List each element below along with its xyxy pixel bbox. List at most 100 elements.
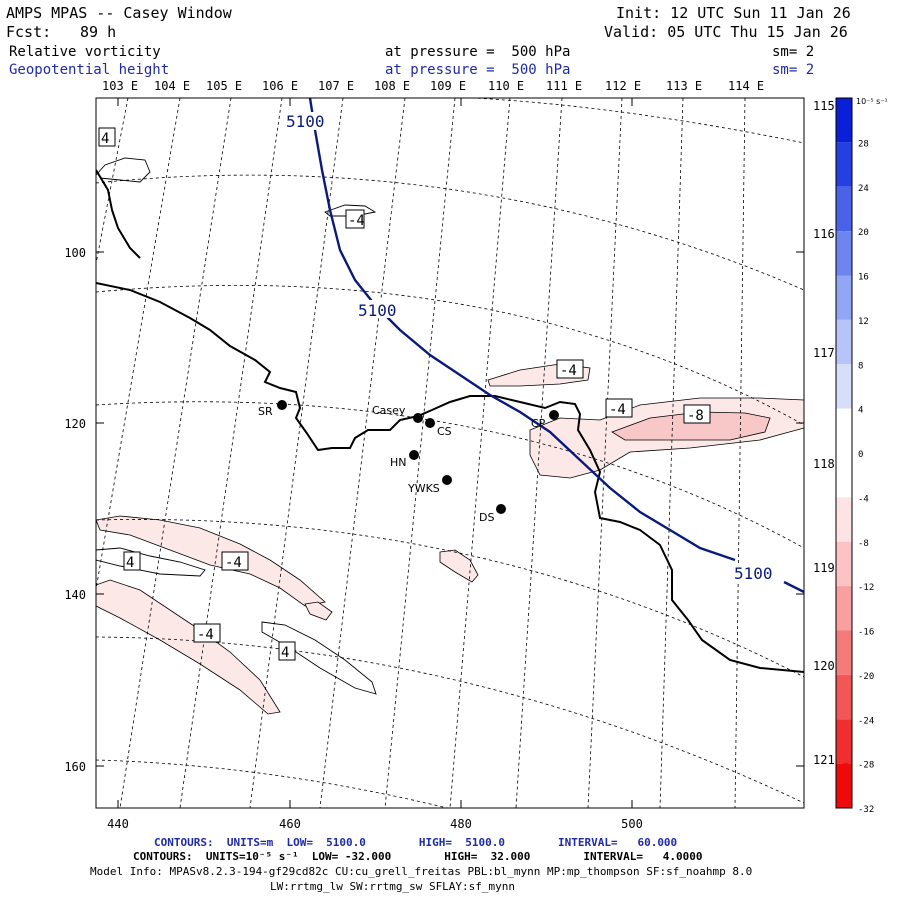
top-lon-label: 111 E bbox=[546, 79, 582, 93]
init-time: Init: 12 UTC Sun 11 Jan 26 bbox=[616, 4, 851, 22]
vort-negative-region bbox=[439, 549, 479, 583]
field1-name: Relative vorticity bbox=[9, 44, 161, 60]
height-contour bbox=[308, 98, 804, 594]
top-lon-label: 108 E bbox=[374, 79, 410, 93]
station-dot-ywks bbox=[442, 475, 452, 485]
colorbar-bin bbox=[836, 142, 852, 187]
station-dot-ds bbox=[496, 504, 506, 514]
vort-negative-region bbox=[611, 411, 771, 441]
y-tick-label: 120 bbox=[64, 417, 86, 431]
station-label-hn: HN bbox=[390, 456, 407, 469]
top-lon-label: 114 E bbox=[728, 79, 764, 93]
axis-labels: 440 460 480 500 100 120 140 160 bbox=[64, 246, 643, 831]
vort-label: 4 bbox=[126, 555, 134, 571]
colorbar-label: -24 bbox=[858, 716, 874, 726]
colorbar-label: -28 bbox=[858, 761, 874, 771]
vort-label: -4 bbox=[348, 213, 365, 229]
vort-labels: 4 4 -4 -4 -4 -8 4 -4 -4 bbox=[98, 127, 711, 661]
station-labels: SR Casey CS HN YWKS DS CP bbox=[258, 404, 546, 524]
x-tick-label: 500 bbox=[621, 817, 643, 831]
height-label: 5100 bbox=[286, 112, 325, 131]
top-lon-label: 105 E bbox=[206, 79, 242, 93]
colorbar-label: 28 bbox=[858, 139, 869, 149]
colorbar-bin bbox=[836, 186, 852, 232]
top-lon-label: 104 E bbox=[154, 79, 190, 93]
forecast-hours: 89 h bbox=[80, 23, 117, 41]
colorbar-bin bbox=[836, 453, 852, 498]
station-label-ywks: YWKS bbox=[407, 482, 440, 495]
colorbar-bin bbox=[836, 319, 852, 365]
height-label: 5100 bbox=[734, 564, 773, 583]
y-tick-label: 160 bbox=[64, 760, 86, 774]
vort-positive-contour bbox=[324, 204, 377, 217]
vort-label: -4 bbox=[560, 363, 577, 379]
vort-label: 4 bbox=[101, 131, 109, 147]
field1-pressure: at pressure = 500 hPa bbox=[385, 44, 571, 60]
colorbar-label: -4 bbox=[858, 494, 869, 504]
colorbar-label: -16 bbox=[858, 628, 874, 638]
top-lon-label: 109 E bbox=[430, 79, 466, 93]
colorbar-label: 8 bbox=[858, 361, 863, 371]
colorbar-label: -32 bbox=[858, 805, 874, 815]
station-markers bbox=[277, 400, 559, 514]
top-lon-label: 107 E bbox=[318, 79, 354, 93]
y-tick-label: 140 bbox=[64, 588, 86, 602]
station-label-cs: CS bbox=[437, 425, 452, 438]
colorbar-label: 0 bbox=[858, 450, 863, 460]
colorbar-bin bbox=[836, 719, 852, 764]
map-frame bbox=[95, 97, 805, 809]
colorbar-bin bbox=[836, 275, 852, 320]
colorbar-bin bbox=[836, 497, 852, 542]
y-tick-label: 100 bbox=[64, 246, 86, 260]
colorbar-bin bbox=[836, 364, 852, 409]
x-tick-label: 440 bbox=[107, 817, 129, 831]
colorbar-bin bbox=[836, 541, 852, 587]
field2-smoothing: sm= 2 bbox=[772, 62, 815, 78]
footer-vort-contours: CONTOURS: UNITS=10⁻⁵ s⁻¹ LOW= -32.000 HI… bbox=[133, 850, 703, 863]
colorbar-label: 16 bbox=[858, 273, 869, 283]
footer-height-contours: CONTOURS: UNITS=m LOW= 5100.0 HIGH= 5100… bbox=[154, 836, 678, 849]
vort-label: -4 bbox=[197, 627, 214, 643]
colorbar-label: -12 bbox=[858, 583, 874, 593]
coastline bbox=[96, 169, 804, 673]
colorbar-frame bbox=[835, 97, 853, 809]
axis-ticks bbox=[96, 98, 804, 808]
top-lon-label: 106 E bbox=[262, 79, 298, 93]
x-tick-label: 460 bbox=[279, 817, 301, 831]
footer-physics-info: LW:rrtmg_lw SW:rrtmg_sw SFLAY:sf_mynn bbox=[270, 880, 516, 893]
colorbar-unit: 10⁻⁵ s⁻¹ bbox=[856, 97, 888, 106]
vort-positive-contour bbox=[96, 157, 151, 183]
colorbar-label: -8 bbox=[858, 539, 869, 549]
height-labels: 5100 5100 5100 bbox=[284, 112, 784, 583]
colorbar-bin bbox=[836, 408, 852, 453]
vort-label: 4 bbox=[281, 645, 289, 661]
top-lon-label: 110 E bbox=[488, 79, 524, 93]
station-dot-sr bbox=[277, 400, 287, 410]
height-contour-5100 bbox=[308, 98, 736, 562]
footer-model-info: Model Info: MPASv8.2.3-194-gf29cd82c CU:… bbox=[90, 865, 753, 878]
colorbar-bin bbox=[836, 586, 852, 631]
colorbar-label: 24 bbox=[858, 184, 869, 194]
plot-title: AMPS MPAS -- Casey Window bbox=[6, 4, 232, 22]
vorticity-shading bbox=[96, 363, 804, 715]
station-label-ds: DS bbox=[479, 511, 494, 524]
top-lon-label: 103 E bbox=[102, 79, 138, 93]
colorbar-label: 4 bbox=[858, 406, 863, 416]
forecast-label: Fcst: bbox=[6, 23, 52, 41]
station-label-sr: SR bbox=[258, 405, 273, 418]
colorbar-bin bbox=[836, 231, 852, 276]
vort-label: -4 bbox=[609, 402, 626, 418]
colorbar-label: -20 bbox=[858, 672, 874, 682]
vort-negative-region bbox=[96, 579, 281, 715]
station-dot-hn bbox=[409, 450, 419, 460]
field2-pressure: at pressure = 500 hPa bbox=[385, 62, 571, 78]
colorbar-bin bbox=[836, 763, 852, 808]
station-label-casey: Casey bbox=[372, 404, 406, 417]
station-dot-casey bbox=[413, 413, 423, 423]
height-contour-5100 bbox=[783, 580, 804, 594]
station-dot-cp bbox=[549, 410, 559, 420]
x-tick-label: 480 bbox=[450, 817, 472, 831]
field1-smoothing: sm= 2 bbox=[772, 44, 815, 60]
colorbar-bin bbox=[836, 674, 852, 720]
